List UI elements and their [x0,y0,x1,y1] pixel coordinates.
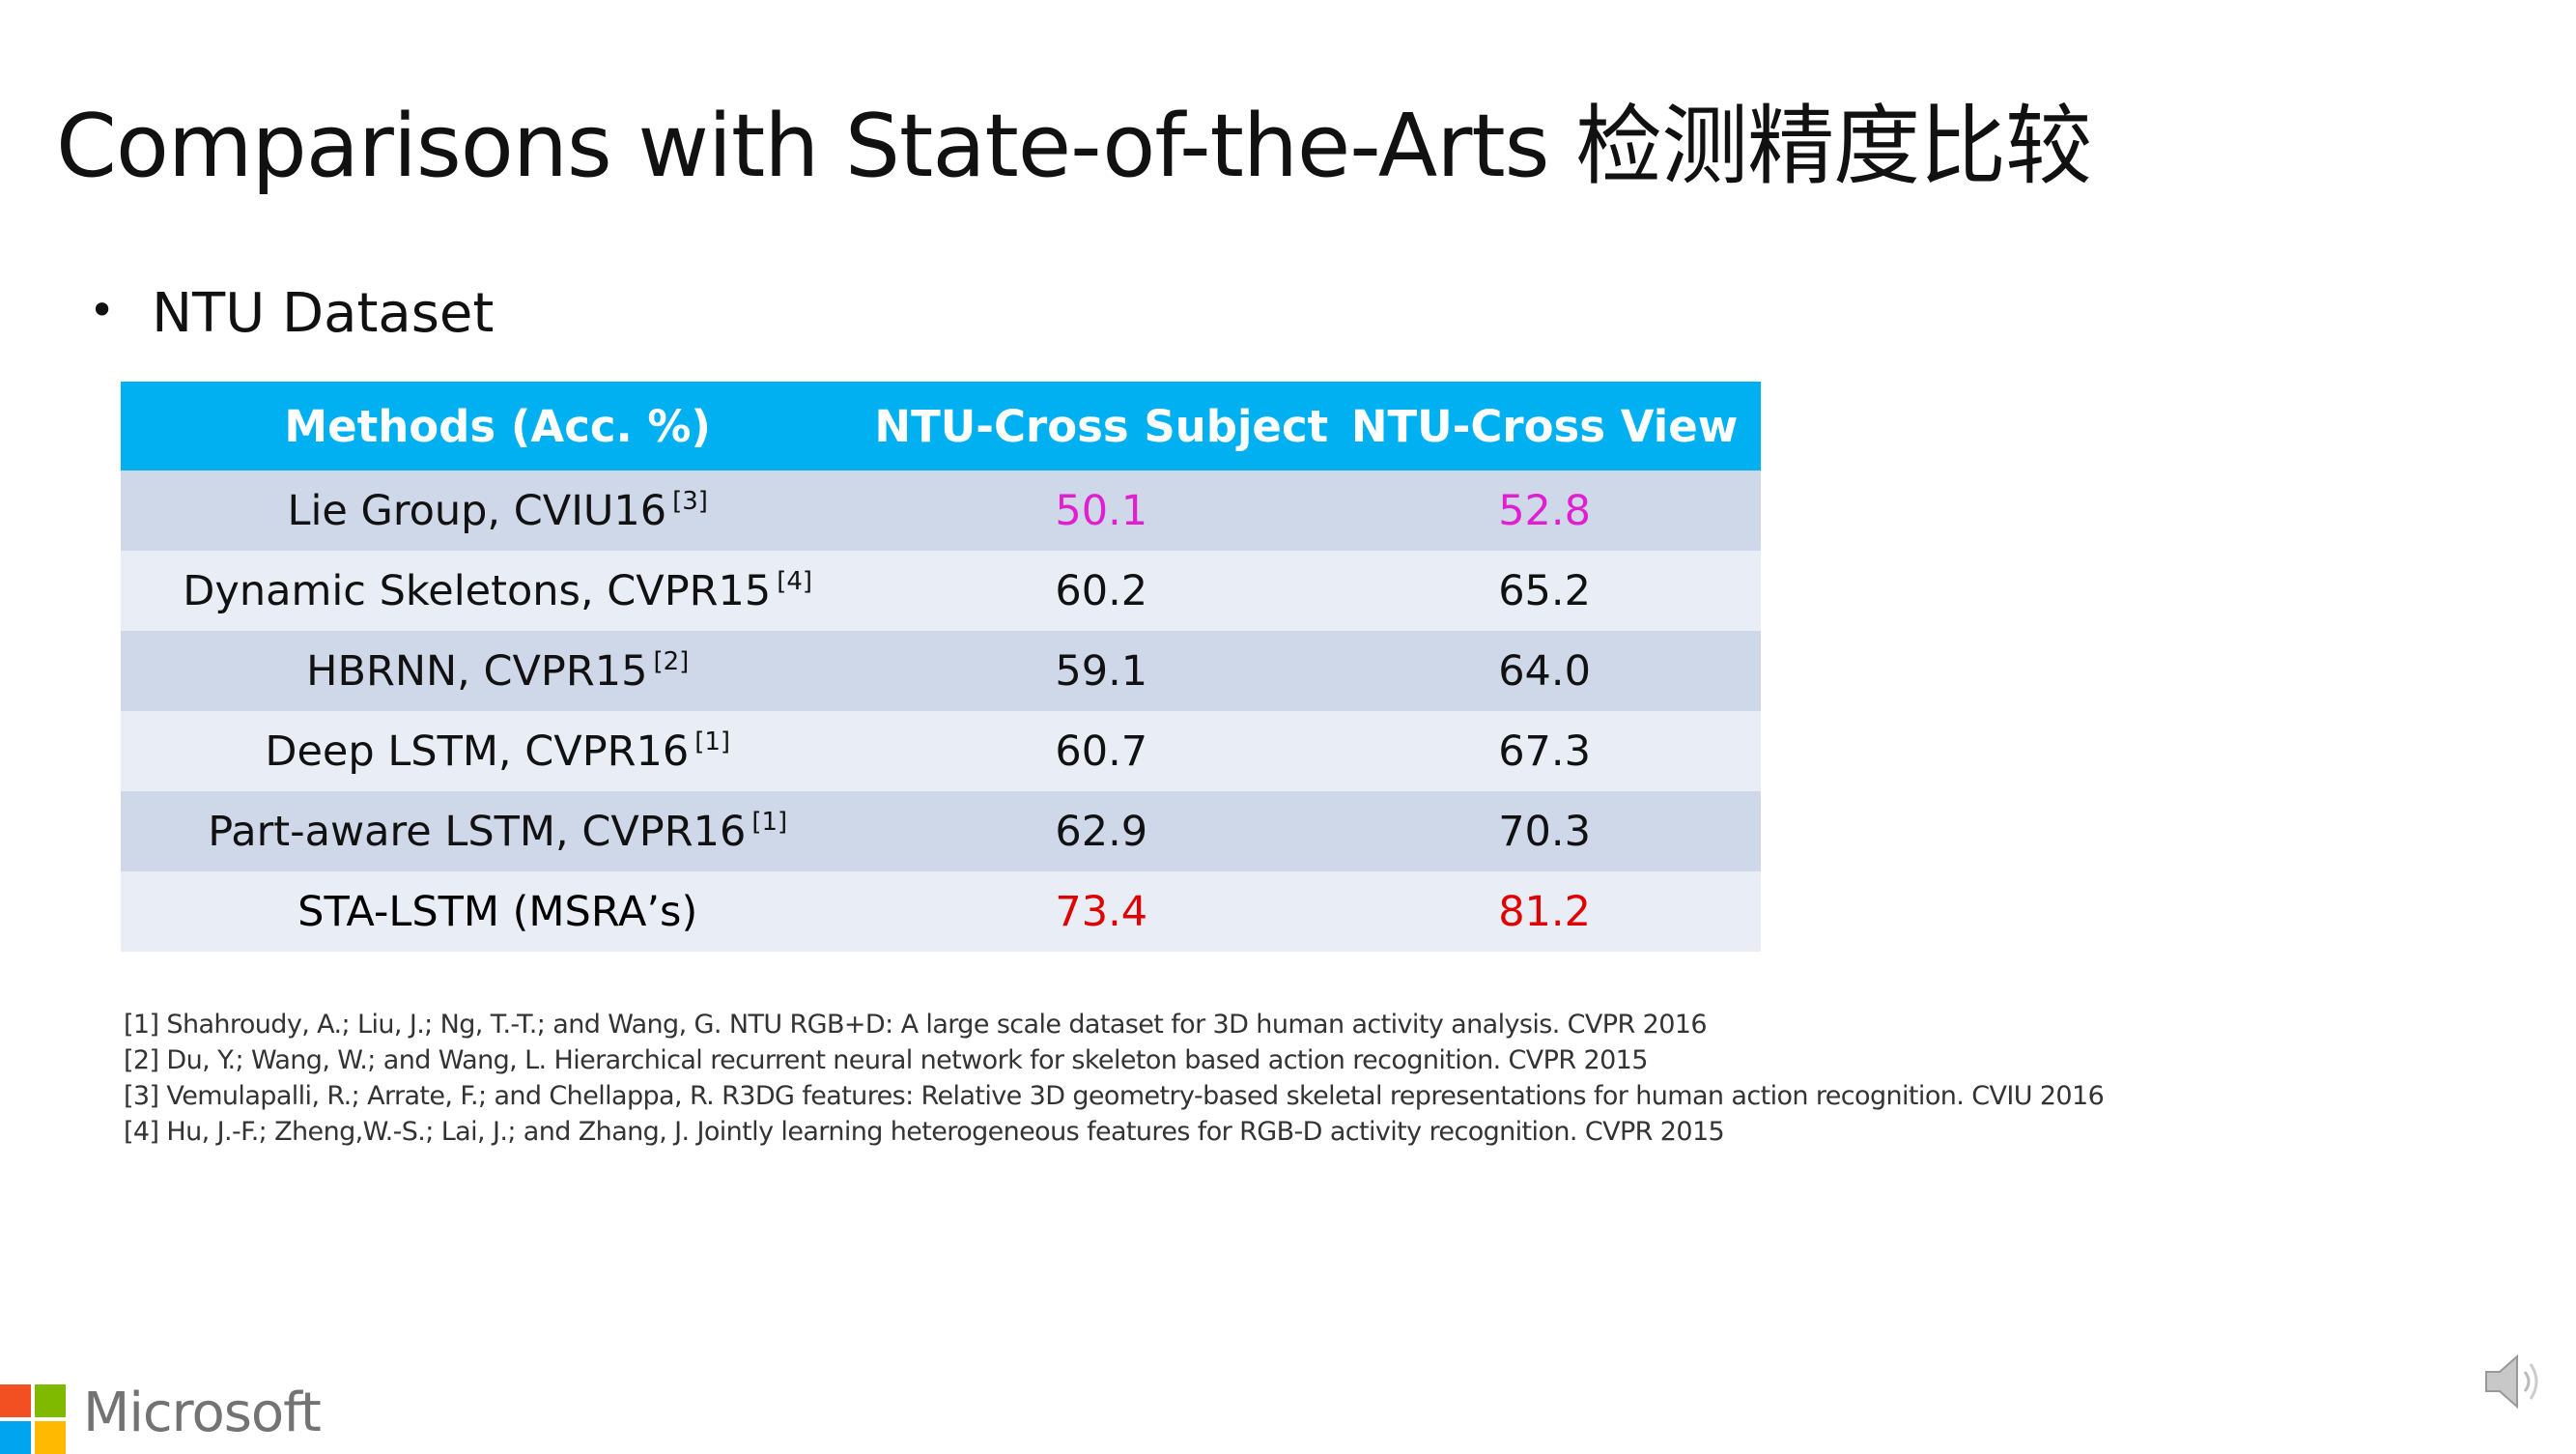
citation: [1] [751,807,788,837]
reference-item: [1] Shahroudy, A.; Liu, J.; Ng, T.-T.; a… [124,1010,1708,1040]
method-cell: Part-aware LSTM, CVPR16 [1] [121,791,875,871]
table-row: Part-aware LSTM, CVPR16 [1] 62.9 70.3 [121,791,1761,871]
slide-title: Comparisons with State-of-the-Arts 检测精度比… [56,96,2092,197]
method-name: HBRNN, CVPR15 [306,646,648,696]
cross-view-cell: 65.2 [1328,551,1761,631]
comparison-table: Methods (Acc. %) NTU-Cross Subject NTU-C… [121,382,1761,952]
method-name: STA-LSTM (MSRA’s) [297,887,698,936]
bullet-dot-icon: • [89,284,116,336]
table-row: Lie Group, CVIU16 [3] 50.1 52.8 [121,470,1761,551]
method-name: Dynamic Skeletons, CVPR15 [183,566,772,615]
cross-view-cell: 70.3 [1328,791,1761,871]
reference-item: [3] Vemulapalli, R.; Arrate, F.; and Che… [124,1081,2105,1111]
method-name: Deep LSTM, CVPR16 [265,727,690,776]
header-cross-subject: NTU-Cross Subject [874,382,1329,470]
reference-item: [2] Du, Y.; Wang, W.; and Wang, L. Hiera… [124,1045,1648,1075]
table-row: HBRNN, CVPR15 [2] 59.1 64.0 [121,631,1761,711]
cross-view-cell: 67.3 [1328,711,1761,791]
citation: [3] [672,486,708,516]
cross-view-cell: 81.2 [1328,871,1761,952]
citation: [2] [653,646,690,676]
method-name: Lie Group, CVIU16 [287,486,667,535]
cross-subject-cell: 60.7 [874,711,1329,791]
cross-subject-cell: 73.4 [874,871,1329,952]
table-header-row: Methods (Acc. %) NTU-Cross Subject NTU-C… [121,382,1761,470]
method-cell: Lie Group, CVIU16 [3] [121,470,875,551]
speaker-icon[interactable] [2482,1353,2546,1411]
method-cell: Deep LSTM, CVPR16 [1] [121,711,875,791]
cross-subject-cell: 60.2 [874,551,1329,631]
method-cell: Dynamic Skeletons, CVPR15 [4] [121,551,875,631]
method-name: Part-aware LSTM, CVPR16 [208,807,747,856]
cross-view-cell: 64.0 [1328,631,1761,711]
method-cell: STA-LSTM (MSRA’s) [121,871,875,952]
citation: [1] [694,727,731,756]
header-cross-view: NTU-Cross View [1328,382,1761,470]
cross-subject-cell: 62.9 [874,791,1329,871]
table-row: Deep LSTM, CVPR16 [1] 60.7 67.3 [121,711,1761,791]
cross-subject-cell: 50.1 [874,470,1329,551]
references: [1] Shahroudy, A.; Liu, J.; Ng, T.-T.; a… [124,1007,2105,1150]
method-cell: HBRNN, CVPR15 [2] [121,631,875,711]
logo-text: Microsoft [83,1382,322,1444]
bullet-item: • NTU Dataset [89,282,494,345]
bullet-text: NTU Dataset [152,282,495,345]
cross-view-cell: 52.8 [1328,470,1761,551]
cross-subject-cell: 59.1 [874,631,1329,711]
citation: [4] [777,566,813,596]
microsoft-logo-icon [0,1384,66,1454]
reference-item: [4] Hu, J.-F.; Zheng,W.-S.; Lai, J.; and… [124,1117,1725,1147]
table-row: STA-LSTM (MSRA’s) 73.4 81.2 [121,871,1761,952]
table-row: Dynamic Skeletons, CVPR15 [4] 60.2 65.2 [121,551,1761,631]
header-methods: Methods (Acc. %) [121,382,875,470]
